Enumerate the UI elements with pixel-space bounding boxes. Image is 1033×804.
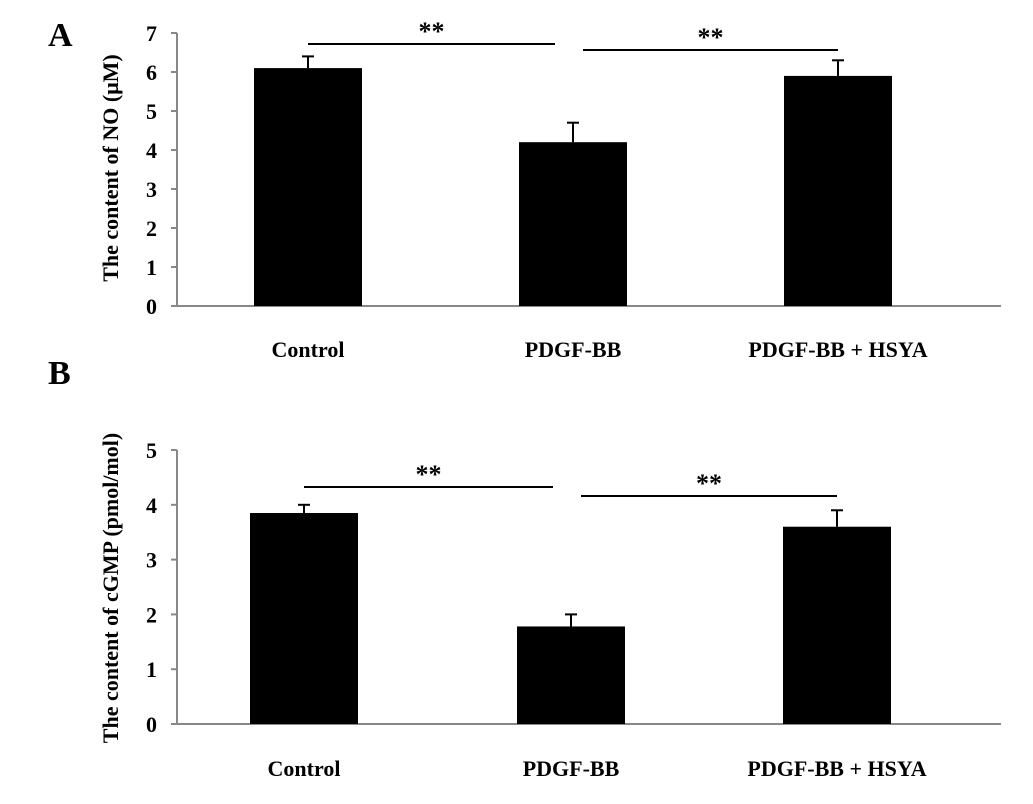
- significance-label: **: [696, 469, 722, 498]
- y-tick-label: 0: [146, 712, 157, 737]
- y-tick-label: 5: [146, 438, 157, 463]
- significance-label: **: [416, 460, 442, 489]
- panel-letter: A: [48, 17, 73, 54]
- category-label: Control: [272, 337, 345, 362]
- category-label: PDGF-BB + HSYA: [748, 337, 927, 362]
- y-tick-label: 1: [146, 255, 157, 280]
- y-tick-label: 6: [146, 60, 157, 85]
- y-tick-label: 4: [146, 138, 157, 163]
- bar: [784, 75, 892, 307]
- y-tick-label: 2: [146, 216, 157, 241]
- y-tick-label: 3: [146, 177, 157, 202]
- y-tick-label: 4: [146, 493, 157, 518]
- category-label: PDGF-BB: [523, 756, 620, 781]
- bar: [517, 626, 625, 724]
- bar: [254, 68, 362, 306]
- panel-a-chart: A 0 1 2 3 4 5 6 7 Control PDGF-BB PDGF-BB + HSYA ** *…: [48, 17, 1001, 362]
- y-tick-label: 1: [146, 657, 157, 682]
- category-label: PDGF-BB: [525, 337, 622, 362]
- bar: [250, 513, 358, 724]
- y-axis-label: The content of cGMP (pmol/mol): [98, 433, 123, 743]
- y-tick-label: 2: [146, 602, 157, 627]
- y-tick-label: 7: [146, 21, 157, 46]
- category-label: PDGF-BB + HSYA: [747, 756, 926, 781]
- y-tick-label: 0: [146, 294, 157, 319]
- category-label: Control: [268, 756, 341, 781]
- panel-letter: B: [48, 355, 71, 392]
- y-tick-label: 5: [146, 99, 157, 124]
- panel-b-chart: B 0 1 2 3 4 5 Control PDGF-BB PDGF-BB + HSYA ** ** T…: [48, 355, 1001, 781]
- y-tick-label: 3: [146, 548, 157, 573]
- y-axis-label: The content of NO (μM): [98, 54, 123, 282]
- bar: [519, 142, 627, 306]
- significance-label: **: [419, 17, 445, 46]
- significance-label: **: [698, 23, 724, 52]
- bar: [783, 526, 891, 724]
